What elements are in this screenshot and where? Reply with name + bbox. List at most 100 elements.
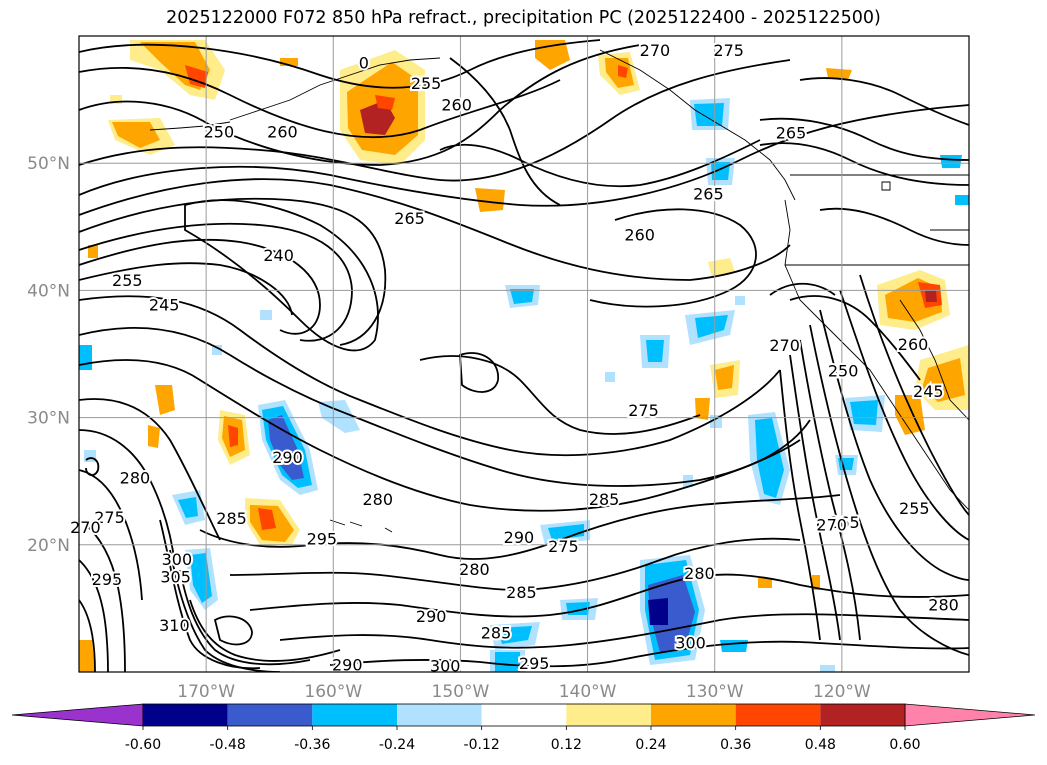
contour-label-halo: 285 <box>481 624 512 643</box>
lat-tick-label: 30°N <box>27 409 70 429</box>
contour-label: 275 <box>626 399 661 422</box>
colorbar-segment <box>820 704 905 726</box>
contour-label: 270 <box>767 334 802 357</box>
contour-label-halo: 275 <box>713 41 744 60</box>
contour-label-halo: 280 <box>120 468 151 487</box>
contour-label: 255 <box>897 497 932 520</box>
contour-label: 290 <box>270 446 305 469</box>
colorbar-segment <box>566 704 651 726</box>
longitude-tick-labels: 170°W 160°W 150°W 140°W 130°W 120°W <box>177 682 871 702</box>
contour-label-halo: 280 <box>459 560 490 579</box>
contour-label-halo: 280 <box>363 490 394 509</box>
contour-label: 310 <box>157 614 192 637</box>
colorbar-segment <box>227 704 313 726</box>
contour-label-halo: 255 <box>411 74 442 93</box>
lon-tick-label: 140°W <box>559 682 617 702</box>
contour-label-halo: 255 <box>112 271 143 290</box>
colorbar-segment <box>735 704 821 726</box>
contour-label: 290 <box>502 526 537 549</box>
contour-label: 0 <box>357 52 371 75</box>
contour-label-halo: 260 <box>898 335 929 354</box>
contour-label-halo: 305 <box>160 568 191 587</box>
contour-label: 260 <box>622 223 657 246</box>
contour-label-halo: 255 <box>899 499 930 518</box>
contour-label-halo: 295 <box>92 570 123 589</box>
contour-label-halo: 270 <box>70 518 101 537</box>
contour-label-halo: 260 <box>267 122 298 141</box>
contour-label-halo: 285 <box>589 490 620 509</box>
contour-label: 265 <box>691 183 726 206</box>
contour-label: 275 <box>546 535 581 558</box>
lon-tick-label: 150°W <box>432 682 490 702</box>
contour-label: 305 <box>158 566 193 589</box>
contour-label-halo: 270 <box>640 41 671 60</box>
colorbar-segment <box>397 704 482 726</box>
contour-label: 295 <box>517 652 552 675</box>
map-frame <box>78 35 970 673</box>
contour-label: 290 <box>414 605 449 628</box>
contour-label: 290 <box>330 653 365 676</box>
contour-label-halo: 310 <box>159 616 190 635</box>
contour-label-halo: 265 <box>829 513 860 532</box>
contour-label: 285 <box>479 622 514 645</box>
contour-label-halo: 290 <box>416 607 447 626</box>
contour-label: 295 <box>90 568 125 591</box>
latitude-tick-labels: 50°N 40°N 30°N 20°N <box>27 154 70 556</box>
contour-label: 300 <box>428 655 463 678</box>
colorbar: -0.60 -0.48 -0.36 -0.24 -0.12 0.12 0.24 0.36 0.4… <box>11 703 1036 753</box>
contour-label-halo: 285 <box>506 583 537 602</box>
contour-label: 280 <box>457 558 492 581</box>
contour-label-halo: 290 <box>272 448 303 467</box>
contour-label: 270 <box>68 516 103 539</box>
contour-label-halo: 245 <box>913 382 944 401</box>
colorbar-segment <box>143 704 228 726</box>
colorbar-tick-label: 0.12 <box>551 737 582 753</box>
lat-tick-label: 20°N <box>27 536 70 556</box>
contour-label-halo: 290 <box>504 528 535 547</box>
contour-label: 265 <box>392 207 427 230</box>
contour-label: 270 <box>638 39 673 62</box>
contour-label: 265 <box>827 511 862 534</box>
lat-tick-label: 40°N <box>27 281 70 301</box>
contour-label: 300 <box>673 632 708 655</box>
contour-label: 255 <box>409 72 444 95</box>
contour-label: 270 <box>814 513 849 536</box>
colorbar-segment <box>651 704 736 726</box>
contour-label-halo: 0 <box>359 54 369 73</box>
graticule <box>79 36 969 672</box>
contour-label-halo: 295 <box>519 654 550 673</box>
contour-label: 285 <box>504 581 539 604</box>
contour-label-halo: 265 <box>776 124 807 143</box>
contour-label-halo: 280 <box>684 564 715 583</box>
contour-label: 285 <box>214 507 249 530</box>
colorbar-tick-label: -0.36 <box>294 737 330 753</box>
contour-label: 275 <box>92 506 127 529</box>
colorbar-tick-label: -0.60 <box>125 737 161 753</box>
contour-label: 280 <box>361 488 396 511</box>
colorbar-tick-label: -0.24 <box>379 737 415 753</box>
contour-label: 260 <box>265 120 300 143</box>
contour-label: 240 <box>261 244 296 267</box>
contour-label-halo: 250 <box>204 122 235 141</box>
contour-label: 295 <box>305 527 340 550</box>
contour-label-halo: 250 <box>828 362 859 381</box>
colorbar-tick-label: 0.48 <box>805 737 836 753</box>
contour-label-halo: 295 <box>307 529 338 548</box>
contour-label-halo: 240 <box>263 246 294 265</box>
contour-label: 280 <box>682 562 717 585</box>
colorbar-tick-label: 0.60 <box>889 737 920 753</box>
contour-label: 265 <box>774 122 809 145</box>
colorbar-extend-min <box>11 703 144 727</box>
contour-label: 260 <box>896 333 931 356</box>
lon-tick-label: 170°W <box>177 682 235 702</box>
contour-label: 280 <box>926 594 961 617</box>
contour-label-halo: 280 <box>928 596 959 615</box>
lon-tick-label: 160°W <box>304 682 362 702</box>
map-title: 2025122000 F072 850 hPa refract., precip… <box>166 8 881 28</box>
lat-tick-label: 50°N <box>27 154 70 174</box>
colorbar-tick-label: -0.48 <box>210 737 246 753</box>
contour-label: 285 <box>587 488 622 511</box>
contour-label: 245 <box>911 380 946 403</box>
